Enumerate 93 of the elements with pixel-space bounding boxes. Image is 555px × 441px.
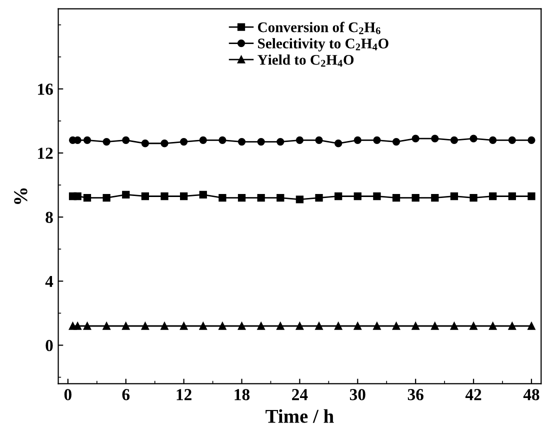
point — [218, 194, 226, 202]
y-tick-label: 16 — [38, 84, 53, 95]
point — [450, 136, 458, 144]
point — [489, 136, 497, 144]
point — [180, 322, 188, 330]
y-tick-label: 0 — [46, 340, 53, 352]
point — [180, 138, 188, 146]
point — [257, 138, 265, 146]
point — [74, 192, 82, 200]
point — [354, 192, 362, 200]
point — [218, 322, 226, 330]
point — [470, 322, 478, 330]
point — [160, 192, 168, 200]
x-tick-label: 36 — [408, 389, 424, 400]
point — [528, 322, 536, 330]
point — [489, 192, 497, 200]
point — [315, 136, 323, 144]
point — [141, 192, 150, 200]
y-tick-label: 12 — [38, 148, 53, 159]
point — [296, 136, 304, 144]
point — [431, 194, 439, 202]
point — [392, 322, 400, 330]
legend-label: Yield to C$_{2}$H$_{4}$O — [258, 54, 354, 67]
point — [315, 194, 323, 202]
point — [528, 136, 536, 144]
point — [122, 322, 130, 330]
point — [276, 322, 284, 330]
point — [276, 194, 284, 202]
point — [373, 136, 381, 144]
point — [373, 192, 381, 200]
x-tick-label: 0 — [64, 389, 72, 400]
point — [102, 138, 110, 146]
point — [412, 322, 420, 330]
point — [528, 192, 536, 200]
y-tick-label: 8 — [46, 212, 53, 224]
point — [392, 138, 400, 146]
legend-label: Conversion of C$_{2}$H$_{6}$ — [258, 22, 380, 34]
point — [238, 322, 246, 330]
point — [238, 138, 246, 146]
point — [74, 322, 82, 330]
point — [102, 322, 110, 330]
x-tick-label: 30 — [350, 389, 366, 400]
x-axis-title: Time / h — [266, 409, 334, 423]
point — [431, 322, 439, 330]
point — [489, 322, 497, 330]
point — [508, 322, 516, 330]
point — [354, 322, 362, 330]
point — [141, 140, 150, 148]
point — [412, 134, 420, 142]
point — [102, 194, 110, 202]
point — [470, 194, 478, 202]
legend-label: Selecitivity to C$_{2}$H$_{4}$O — [258, 38, 388, 52]
point — [373, 322, 381, 330]
point — [160, 140, 168, 148]
point — [238, 194, 246, 202]
point — [508, 136, 516, 144]
point — [412, 194, 420, 202]
point — [141, 322, 150, 330]
point — [276, 138, 284, 146]
y-tick-label: 4 — [45, 276, 54, 287]
x-tick-label: 6 — [122, 389, 130, 400]
point — [334, 192, 342, 200]
point — [508, 192, 516, 200]
x-tick-label: 24 — [292, 389, 308, 400]
point — [122, 136, 130, 144]
point — [450, 322, 458, 330]
point — [354, 136, 362, 144]
point — [180, 192, 188, 200]
point — [257, 194, 265, 202]
point — [450, 192, 458, 200]
x-tick-label: 18 — [234, 389, 250, 400]
point — [83, 322, 92, 330]
point — [160, 322, 168, 330]
point — [83, 136, 92, 144]
point — [296, 322, 304, 330]
x-tick-label: 12 — [176, 389, 192, 400]
y-axis-title: % — [14, 188, 28, 204]
point — [218, 136, 226, 144]
point — [199, 322, 207, 330]
point — [122, 190, 130, 198]
point — [315, 322, 323, 330]
x-tick-label: 48 — [523, 389, 540, 400]
point — [257, 322, 265, 330]
point — [83, 194, 92, 202]
point — [431, 134, 439, 142]
point — [199, 136, 207, 144]
point — [392, 194, 400, 202]
point — [334, 322, 342, 330]
point — [334, 140, 342, 148]
x-tick-label: 42 — [465, 389, 482, 400]
point — [296, 196, 304, 204]
point — [199, 190, 207, 198]
point — [470, 134, 478, 142]
